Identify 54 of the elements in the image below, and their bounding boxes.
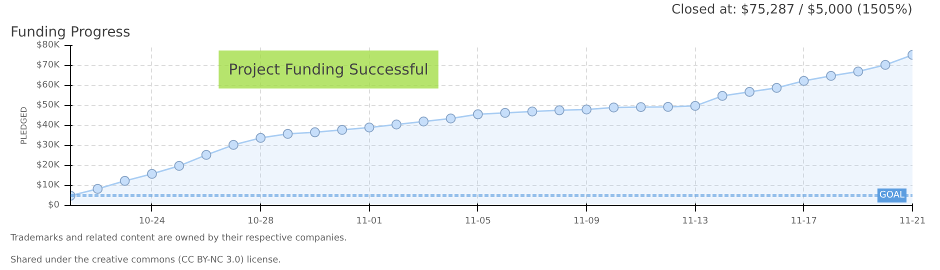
x-tick-label: 11-17 — [790, 216, 817, 226]
point — [391, 120, 402, 130]
point — [500, 108, 510, 118]
point — [310, 127, 320, 138]
point — [92, 184, 103, 194]
point — [120, 176, 130, 186]
point — [527, 106, 538, 116]
ref-line-label: GOAL — [879, 190, 905, 200]
y-tick-label: $70K — [36, 60, 61, 70]
text: Trademarks and related content are owned by their respective companies. — [10, 234, 347, 244]
point — [472, 109, 483, 120]
y-tick-label: $0 — [48, 200, 60, 210]
x-tick-label: 11-01 — [356, 216, 382, 226]
point — [256, 132, 266, 143]
point — [174, 160, 184, 171]
y-tick-label: $30K — [36, 140, 61, 150]
point — [446, 114, 456, 124]
point — [418, 116, 429, 126]
point — [282, 128, 293, 139]
point — [201, 150, 212, 160]
y-tick-label: $10K — [36, 180, 61, 190]
point — [228, 140, 238, 150]
point — [337, 124, 348, 135]
annotation: Project Funding Successful — [228, 60, 428, 78]
x-tick-label: 11-09 — [573, 216, 600, 226]
point — [690, 100, 700, 111]
x-tick-label: 11-05 — [464, 216, 491, 226]
y-tick-label: $60K — [36, 80, 61, 90]
point — [582, 104, 592, 114]
x-tick-label: 10-28 — [248, 216, 274, 226]
point — [364, 122, 374, 132]
x-tick-label: 10-24 — [138, 216, 166, 226]
text: Closed at: $75,287 / $5,000 (1505%) — [672, 2, 913, 18]
x-tick-label: 11-21 — [899, 216, 926, 226]
y-tick-label: $50K — [36, 100, 61, 110]
point — [744, 86, 755, 97]
point — [772, 82, 782, 93]
point — [853, 66, 864, 76]
x-tick-label: 11-13 — [682, 216, 708, 226]
y-tick-label: $20K — [36, 160, 61, 170]
point — [798, 76, 809, 86]
text: Shared under the creative commons (CC BY-NC 3.0) license. — [10, 256, 282, 266]
point — [880, 60, 890, 70]
point — [608, 102, 619, 112]
y-tick-label: $40K — [36, 120, 61, 130]
point — [717, 90, 728, 101]
chart-title: Funding Progress — [10, 24, 130, 40]
y-axis-title: PLEDGED — [19, 106, 28, 144]
point — [826, 70, 836, 81]
point — [554, 105, 564, 116]
point — [146, 168, 157, 179]
point — [663, 102, 674, 112]
y-tick-label: $80K — [36, 40, 61, 50]
point — [636, 102, 646, 112]
